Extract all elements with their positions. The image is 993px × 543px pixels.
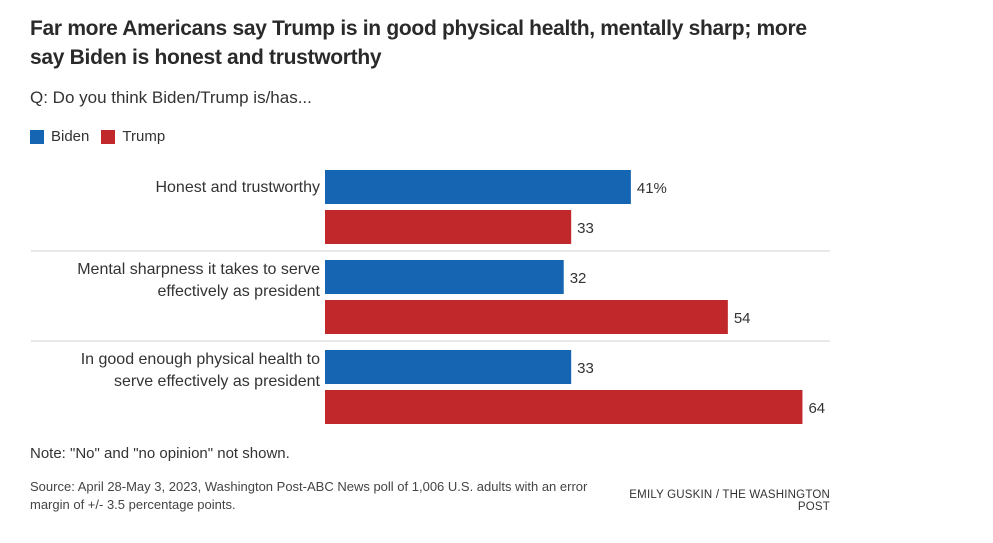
category-label: In good enough physical health to serve e…: [81, 351, 321, 390]
bar-value-label: 32: [570, 270, 587, 287]
bar-trump: [325, 210, 572, 244]
category-label: Honest and trustworthy: [155, 179, 320, 196]
bar-biden: [325, 260, 564, 294]
bar-trump: [325, 300, 728, 334]
chart-source: Source: April 28-May 3, 2023, Washington…: [30, 479, 588, 512]
category-label-line: In good enough physical health to: [81, 351, 320, 368]
bar-value-label: 41%: [637, 180, 667, 197]
bar-value-label: 54: [734, 310, 751, 327]
chart-subtitle: Q: Do you think Biden/Trump is/has...: [30, 88, 312, 107]
legend-label-trump: Trump: [122, 128, 166, 145]
legend: Biden Trump: [30, 128, 177, 145]
chart-note: Note: "No" and "no opinion" not shown.: [30, 445, 290, 462]
legend-swatch-biden: [30, 129, 44, 144]
chart-title: Far more Americans say Trump is in good …: [30, 17, 807, 69]
legend-swatch-trump: [101, 129, 116, 144]
chart-credit: EMILY GUSKIN / THE WASHINGTON POST: [629, 489, 830, 513]
category-label-line: Mental sharpness it takes to serve: [77, 261, 320, 278]
bar-value-label: 33: [577, 360, 594, 377]
category-label-line: Honest and trustworthy: [155, 179, 320, 196]
legend-label-biden: Biden: [51, 128, 90, 145]
legend-item-biden: Biden: [30, 128, 89, 145]
bar-biden: [325, 170, 631, 204]
bar-chart: Honest and trustworthy 41% 33 Mental sharpn…: [31, 170, 830, 424]
bar-trump: [325, 390, 803, 424]
category-label-line: effectively as president: [158, 283, 321, 300]
bar-value-label: 33: [577, 220, 594, 237]
legend-item-trump: Trump: [101, 128, 165, 145]
category-label-line: serve effectively as president: [114, 373, 321, 390]
bar-biden: [325, 350, 572, 384]
bar-value-label: 64: [808, 400, 825, 417]
category-label: Mental sharpness it takes to serve effect…: [77, 261, 320, 300]
